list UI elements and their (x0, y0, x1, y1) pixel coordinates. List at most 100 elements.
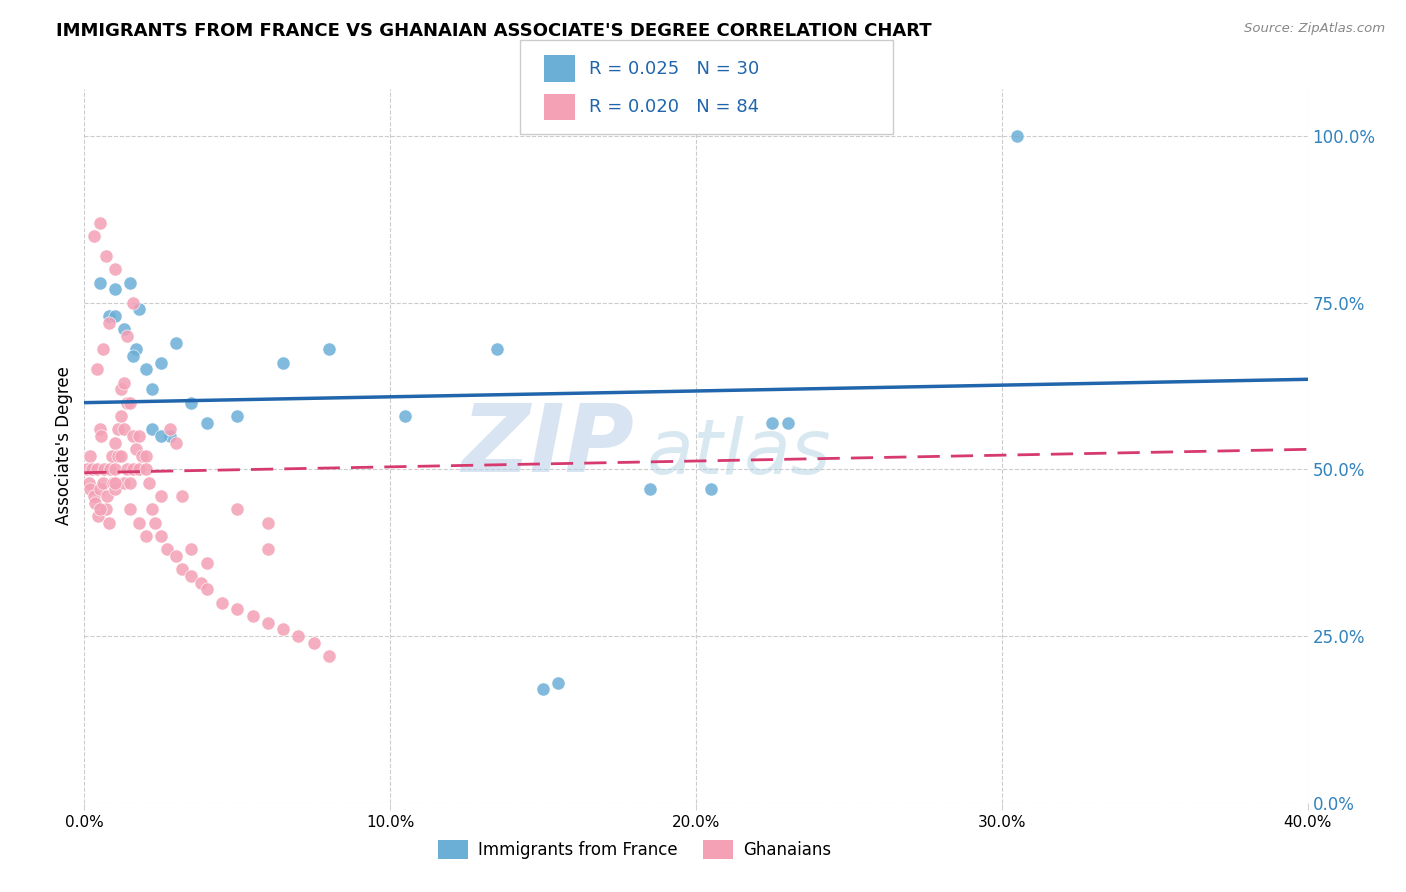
Point (84, 496, 107, 510)
Point (138, 475, 160, 490)
Point (226, 409, 249, 423)
Point (91, 343, 114, 357)
Point (104, 483, 127, 497)
Point (271, 623, 294, 637)
Point (190, 575, 212, 590)
Point (700, 483, 723, 497)
Point (318, 343, 340, 357)
Point (89, 422, 111, 436)
Point (120, 395, 142, 409)
Point (128, 429, 150, 443)
Legend: Immigrants from France, Ghanaians: Immigrants from France, Ghanaians (432, 833, 838, 866)
Point (115, 395, 138, 409)
Point (394, 409, 416, 423)
Point (211, 596, 233, 610)
Point (122, 429, 145, 443)
Point (287, 629, 309, 643)
Point (302, 636, 325, 650)
Point (761, 416, 783, 430)
Point (93, 462, 115, 476)
Point (103, 475, 125, 490)
Point (97, 309, 120, 323)
Point (135, 362, 157, 376)
Point (77, 475, 100, 490)
Point (195, 582, 218, 597)
Point (165, 549, 187, 563)
Y-axis label: Associate's Degree: Associate's Degree (55, 367, 73, 525)
Point (122, 349, 145, 363)
Point (120, 502, 142, 516)
Point (195, 416, 218, 430)
Point (80, 462, 103, 476)
Point (112, 475, 135, 490)
Point (143, 516, 166, 530)
Point (79, 449, 101, 463)
Point (159, 422, 181, 436)
Point (89, 216, 111, 230)
Text: Source: ZipAtlas.com: Source: ZipAtlas.com (1244, 22, 1385, 36)
Text: ZIP: ZIP (463, 400, 636, 492)
Point (141, 502, 163, 516)
Point (165, 335, 187, 350)
Point (107, 449, 129, 463)
Point (180, 542, 202, 557)
Point (115, 462, 138, 476)
Point (547, 675, 569, 690)
Point (195, 556, 218, 570)
Point (90, 429, 112, 443)
Text: R = 0.020   N = 84: R = 0.020 N = 84 (589, 98, 759, 116)
Point (135, 462, 157, 476)
Point (87, 509, 110, 524)
Point (271, 356, 294, 370)
Point (776, 416, 799, 430)
Point (112, 322, 135, 336)
Point (180, 569, 202, 583)
Point (107, 422, 129, 436)
Point (172, 562, 194, 576)
Point (165, 435, 187, 450)
Text: atlas: atlas (647, 417, 831, 490)
Point (94, 502, 117, 516)
Point (486, 343, 509, 357)
Point (97, 316, 120, 330)
Point (141, 422, 163, 436)
Point (89, 276, 111, 290)
Point (531, 682, 554, 697)
Point (83, 489, 105, 503)
Point (89, 483, 111, 497)
Point (135, 529, 157, 543)
Point (1005, 128, 1028, 143)
Point (257, 542, 280, 557)
Point (149, 529, 172, 543)
Point (96, 489, 118, 503)
Point (125, 343, 148, 357)
Point (91, 475, 114, 490)
Point (128, 302, 150, 317)
Text: IMMIGRANTS FROM FRANCE VS GHANAIAN ASSOCIATE'S DEGREE CORRELATION CHART: IMMIGRANTS FROM FRANCE VS GHANAIAN ASSOC… (56, 22, 932, 40)
Point (257, 615, 280, 630)
Point (226, 502, 249, 516)
Point (76, 462, 98, 476)
Point (97, 516, 120, 530)
Point (128, 516, 150, 530)
Point (242, 609, 264, 624)
Point (101, 449, 124, 463)
Point (149, 489, 172, 503)
Point (94, 249, 117, 263)
Point (226, 602, 249, 616)
Point (110, 409, 132, 423)
Point (120, 276, 142, 290)
Point (110, 449, 132, 463)
Point (141, 382, 163, 396)
Point (104, 262, 127, 277)
Point (257, 516, 280, 530)
Point (79, 483, 101, 497)
Point (104, 475, 127, 490)
Point (86, 362, 108, 376)
Point (86, 462, 108, 476)
Point (104, 435, 127, 450)
Point (98, 462, 121, 476)
Point (131, 449, 153, 463)
Point (122, 462, 145, 476)
Point (638, 483, 661, 497)
